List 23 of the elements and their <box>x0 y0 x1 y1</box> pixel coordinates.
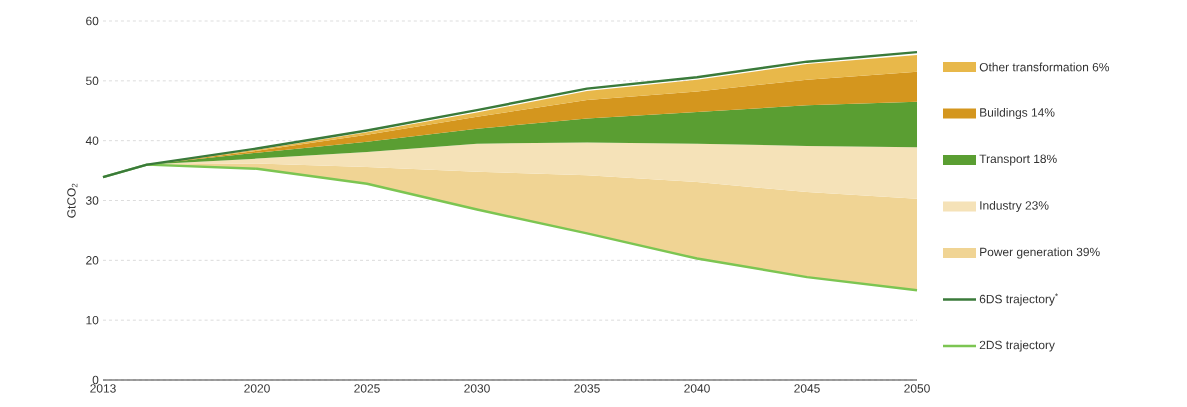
legend-label: Other transformation 6% <box>979 62 1109 72</box>
legend-label: Power generation 39% <box>980 247 1100 259</box>
y-tick-label: 10 <box>86 315 99 325</box>
legend-label: 2DS trajectory <box>979 340 1055 352</box>
x-tick-label: 2013 <box>90 384 116 393</box>
y-tick-label: 40 <box>85 136 99 145</box>
x-tick-label: 2020 <box>244 384 270 393</box>
y-tick-label: 30 <box>85 196 99 205</box>
y-tick-label: 60 <box>86 16 99 26</box>
y-tick-label: 50 <box>86 76 99 86</box>
legend-label: Buildings 14% <box>980 107 1055 120</box>
x-tick-label: 2050 <box>904 384 930 393</box>
legend-label: Industry 23% <box>980 200 1049 213</box>
x-tick-label: 2025 <box>354 384 380 393</box>
x-tick-label: 2040 <box>684 384 710 393</box>
legend-label: Transport 18% <box>979 154 1057 166</box>
x-tick-label: 2030 <box>464 384 490 393</box>
x-tick-label: 2045 <box>794 384 820 393</box>
y-tick-label: 20 <box>86 256 99 265</box>
y-tick-label: 0 <box>92 375 99 385</box>
y-axis-title: GtCO$_{2}$ <box>67 183 78 218</box>
legend-label: 6DS trajectory$^{*}$ <box>979 293 1058 306</box>
x-tick-label: 2035 <box>574 384 600 393</box>
